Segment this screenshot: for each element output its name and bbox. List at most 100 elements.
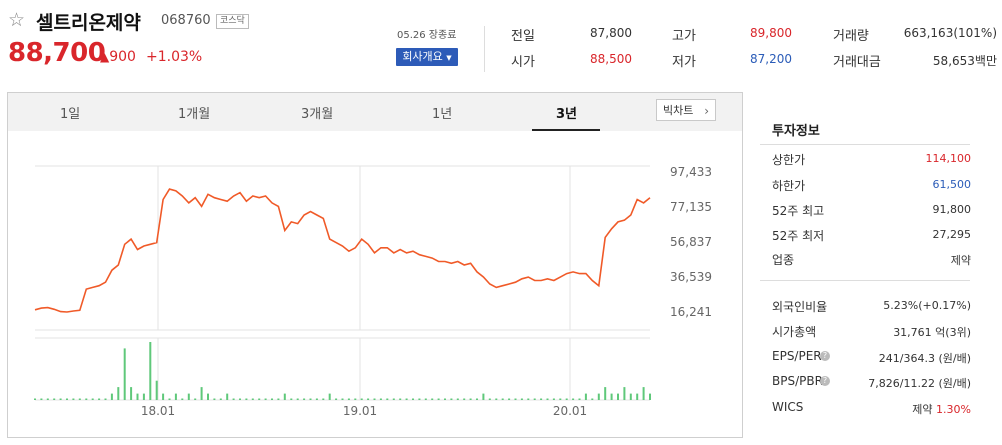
- volume-bar: [604, 387, 607, 400]
- volume-bar: [213, 398, 216, 400]
- market-cap-value: 31,761 억(3위): [893, 326, 971, 339]
- period-tabs: [8, 93, 742, 131]
- volume-bar: [98, 398, 101, 400]
- volume-bar: [322, 398, 325, 400]
- volume-bar: [110, 393, 113, 400]
- volume-bar: [399, 398, 402, 400]
- volume-bar: [636, 393, 639, 400]
- volume-bar: [226, 393, 229, 400]
- volume-bar: [386, 398, 389, 400]
- y-tick-label: 16,241: [670, 305, 712, 319]
- chevron-right-icon: ›: [704, 104, 709, 118]
- volume-bar: [53, 398, 56, 400]
- volume-bar: [354, 398, 357, 400]
- volume-bar: [232, 398, 235, 400]
- info-divider-top: [760, 144, 970, 145]
- 52w-high-label: 52주 최고: [772, 204, 825, 218]
- volume-bar: [565, 398, 568, 400]
- volume-bar: [469, 398, 472, 400]
- volume-bar: [379, 398, 382, 400]
- high-label: 고가: [672, 29, 696, 44]
- volume-bar: [155, 380, 158, 400]
- company-overview-button[interactable]: 회사개요 ▼: [396, 48, 458, 66]
- volume-bar: [392, 398, 395, 400]
- y-tick-label: 56,837: [670, 235, 712, 249]
- volume-bar: [181, 398, 184, 400]
- volume-bar: [117, 387, 120, 400]
- volume-bar: [629, 393, 632, 400]
- volume-bar: [136, 393, 139, 400]
- tab-1day[interactable]: 1일: [60, 107, 81, 122]
- volume-bar: [309, 398, 312, 400]
- foreign-ratio-label: 외국인비율: [772, 300, 828, 314]
- high-value: 89,800: [750, 26, 792, 40]
- volume-bar: [527, 398, 530, 400]
- volume-bar: [142, 393, 145, 400]
- tab-1year[interactable]: 1년: [432, 107, 453, 122]
- market-badge: 코스닥: [216, 14, 249, 29]
- bps-pbr-label: BPS/PBR: [772, 374, 823, 388]
- help-icon[interactable]: ?: [820, 351, 830, 361]
- volume-bar: [251, 398, 254, 400]
- volume-bar: [174, 393, 177, 400]
- triangle-up-icon: ▲: [100, 50, 110, 64]
- header-divider: [484, 26, 485, 72]
- price-change-pct: +1.03%: [146, 49, 203, 65]
- trading-date: 05.26 장종료: [397, 30, 457, 41]
- help-icon[interactable]: ?: [820, 376, 830, 386]
- upper-limit-label: 상한가: [772, 153, 806, 167]
- volume-bar: [187, 393, 190, 400]
- volume-bar: [572, 398, 575, 400]
- 52w-high-value: 91,800: [932, 203, 972, 216]
- volume-bar: [130, 387, 133, 400]
- volume-bar: [597, 393, 600, 400]
- investment-info-title: 투자정보: [772, 124, 820, 139]
- volume-bar: [508, 398, 511, 400]
- tab-3years[interactable]: 3년: [556, 107, 578, 122]
- tab-1month[interactable]: 1개월: [178, 107, 211, 122]
- tab-3months[interactable]: 3개월: [301, 107, 334, 122]
- volume-bar: [162, 393, 165, 400]
- volume-bar: [424, 398, 427, 400]
- y-tick-label: 97,433: [670, 165, 712, 179]
- x-tick-label: 19.01: [343, 404, 377, 418]
- volume-bar: [405, 398, 408, 400]
- volume-bar: [649, 393, 651, 400]
- volume-bar: [72, 398, 75, 400]
- industry-value: 제약: [950, 254, 971, 267]
- volume-bar: [476, 398, 478, 400]
- volume-bar: [488, 398, 491, 400]
- volume-label: 거래량: [833, 29, 869, 44]
- trading-amount-value: 58,653백만: [932, 54, 997, 68]
- wics-change: 1.30%: [936, 403, 971, 416]
- volume-bar: [367, 398, 370, 400]
- volume-bar: [271, 398, 273, 400]
- volume-bar: [617, 393, 619, 400]
- info-divider-mid: [760, 280, 970, 281]
- volume-bar: [46, 398, 49, 400]
- volume-bar: [66, 398, 68, 400]
- volume-bar: [412, 398, 414, 400]
- low-value: 87,200: [750, 52, 792, 66]
- y-tick-label: 77,135: [670, 200, 712, 214]
- low-label: 저가: [672, 55, 696, 70]
- volume-bar: [450, 398, 453, 400]
- volume-bar: [328, 393, 331, 400]
- big-chart-button[interactable]: 빅차트 ›: [656, 99, 716, 121]
- volume-bar: [194, 398, 197, 400]
- stock-code: 068760: [161, 13, 211, 28]
- volume-bar: [533, 398, 536, 400]
- volume-bar: [104, 398, 107, 400]
- volume-bar: [290, 398, 293, 400]
- volume-bar: [514, 398, 517, 400]
- volume-bar: [315, 398, 318, 400]
- wics-value: 제약 1.30%: [912, 403, 971, 416]
- volume-bar: [463, 398, 466, 400]
- lower-limit-label: 하한가: [772, 179, 806, 193]
- volume-bar: [200, 387, 203, 400]
- current-price: 88,700: [8, 38, 106, 68]
- stock-name[interactable]: 셀트리온제약: [36, 12, 141, 34]
- star-outline-icon[interactable]: ☆: [8, 9, 26, 31]
- volume-bar: [335, 398, 338, 400]
